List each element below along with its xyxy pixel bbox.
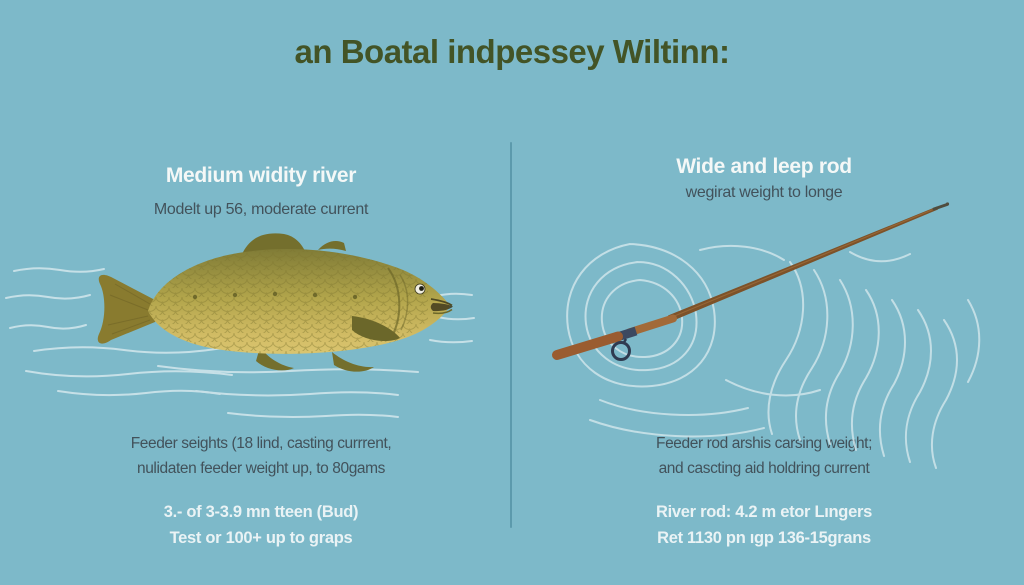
rod-tip (932, 203, 949, 211)
page-title: an Boatal indpessey Wiltinn: (294, 33, 730, 70)
rod-ring (611, 341, 631, 361)
fish-tail-fin (97, 274, 159, 344)
spec-line: Ret 1130 pn ıgp 136-15grans (657, 529, 871, 547)
right-panel-specs: River rod: 4.2 m etor Lıngers Ret 1130 p… (514, 499, 1014, 551)
left-panel-notes: Feeder seights (18 lind, casting currren… (10, 431, 512, 481)
carp-fish-illustration (5, 233, 475, 418)
fishing-rod-illustration (552, 202, 981, 469)
right-panel-notes: Feeder rod arshis carsing weight; and ca… (514, 431, 1014, 481)
water-swirls (566, 243, 981, 469)
fish-mouth (430, 303, 453, 312)
note-line: Feeder seights (18 lind, casting currren… (130, 435, 392, 452)
right-panel-heading: Wide and leep rod (676, 155, 852, 178)
spec-line: Test or 100+ up to graps (169, 529, 353, 547)
left-panel-heading: Medium widity river (165, 164, 357, 187)
anal-fin (332, 352, 374, 372)
fish-head (387, 267, 453, 339)
pelvic-fin (256, 347, 294, 371)
note-line: nulidaten feeder weight up, to 80gams (136, 460, 386, 477)
spec-line: River rod: 4.2 m etor Lıngers (656, 503, 872, 521)
fish-spots (192, 291, 358, 300)
left-panel-subheading: Modelt up 56, moderate current (153, 201, 369, 218)
spec-line: 3.- of 3-3.9 mn tteen (Bud) (163, 503, 359, 521)
pectoral-fin (352, 316, 400, 342)
right-panel-subheading: wegirat weight to longe (685, 184, 843, 201)
note-line: Feeder rod arshis carsing weight; (656, 435, 872, 452)
note-line: and cascting aid holdring current (658, 460, 870, 477)
fishing-rod (552, 202, 950, 361)
rod-handle (552, 331, 623, 360)
rod-foregrip (625, 314, 677, 337)
rear-dorsal-fin (318, 241, 346, 251)
column-divider (510, 142, 512, 528)
left-panel-specs: 3.- of 3-3.9 mn tteen (Bud) Test or 100+… (10, 499, 512, 551)
